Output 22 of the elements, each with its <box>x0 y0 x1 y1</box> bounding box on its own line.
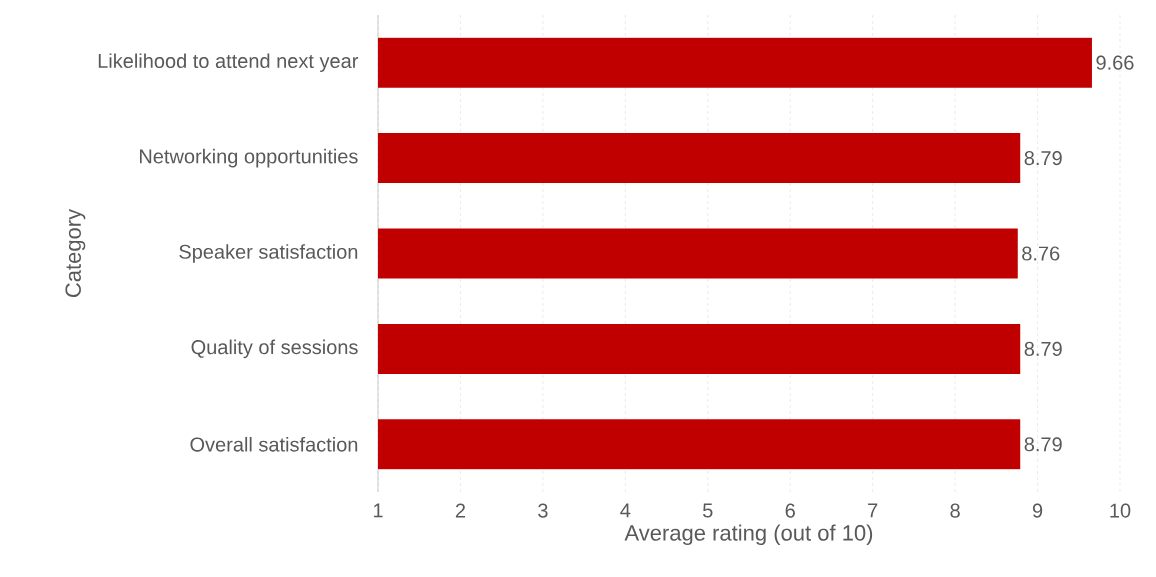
y-tick-label: Overall satisfaction <box>190 436 358 452</box>
x-tick-label: 10 <box>1110 503 1131 518</box>
y-tick-label: Networking opportunities <box>140 148 358 168</box>
data-label: 8.79 <box>1024 341 1062 356</box>
x-axis-title: Average rating (out of 10) <box>624 524 873 546</box>
x-tick-label: 2 <box>455 503 465 518</box>
x-tick-label: 8 <box>950 503 960 518</box>
data-label: 8.76 <box>1022 246 1060 261</box>
data-label: 9.66 <box>1096 55 1134 70</box>
data-label: 8.79 <box>1024 437 1062 452</box>
x-tick-label: 6 <box>785 503 795 518</box>
x-tick-label: 5 <box>703 503 713 518</box>
x-tick-label: 4 <box>620 503 631 518</box>
y-tick-label: Quality of sessions <box>191 339 358 359</box>
data-label: 8.79 <box>1024 151 1062 166</box>
x-tick-label: 1 <box>373 503 383 518</box>
x-tick-label: 7 <box>868 503 878 518</box>
y-axis-title: Category <box>65 208 86 298</box>
x-tick-label: 3 <box>538 503 548 518</box>
y-tick-label: Likelihood to attend next year <box>98 53 359 73</box>
x-tick-label: 9 <box>1032 503 1043 518</box>
y-tick-label: Speaker satisfaction <box>179 244 358 263</box>
